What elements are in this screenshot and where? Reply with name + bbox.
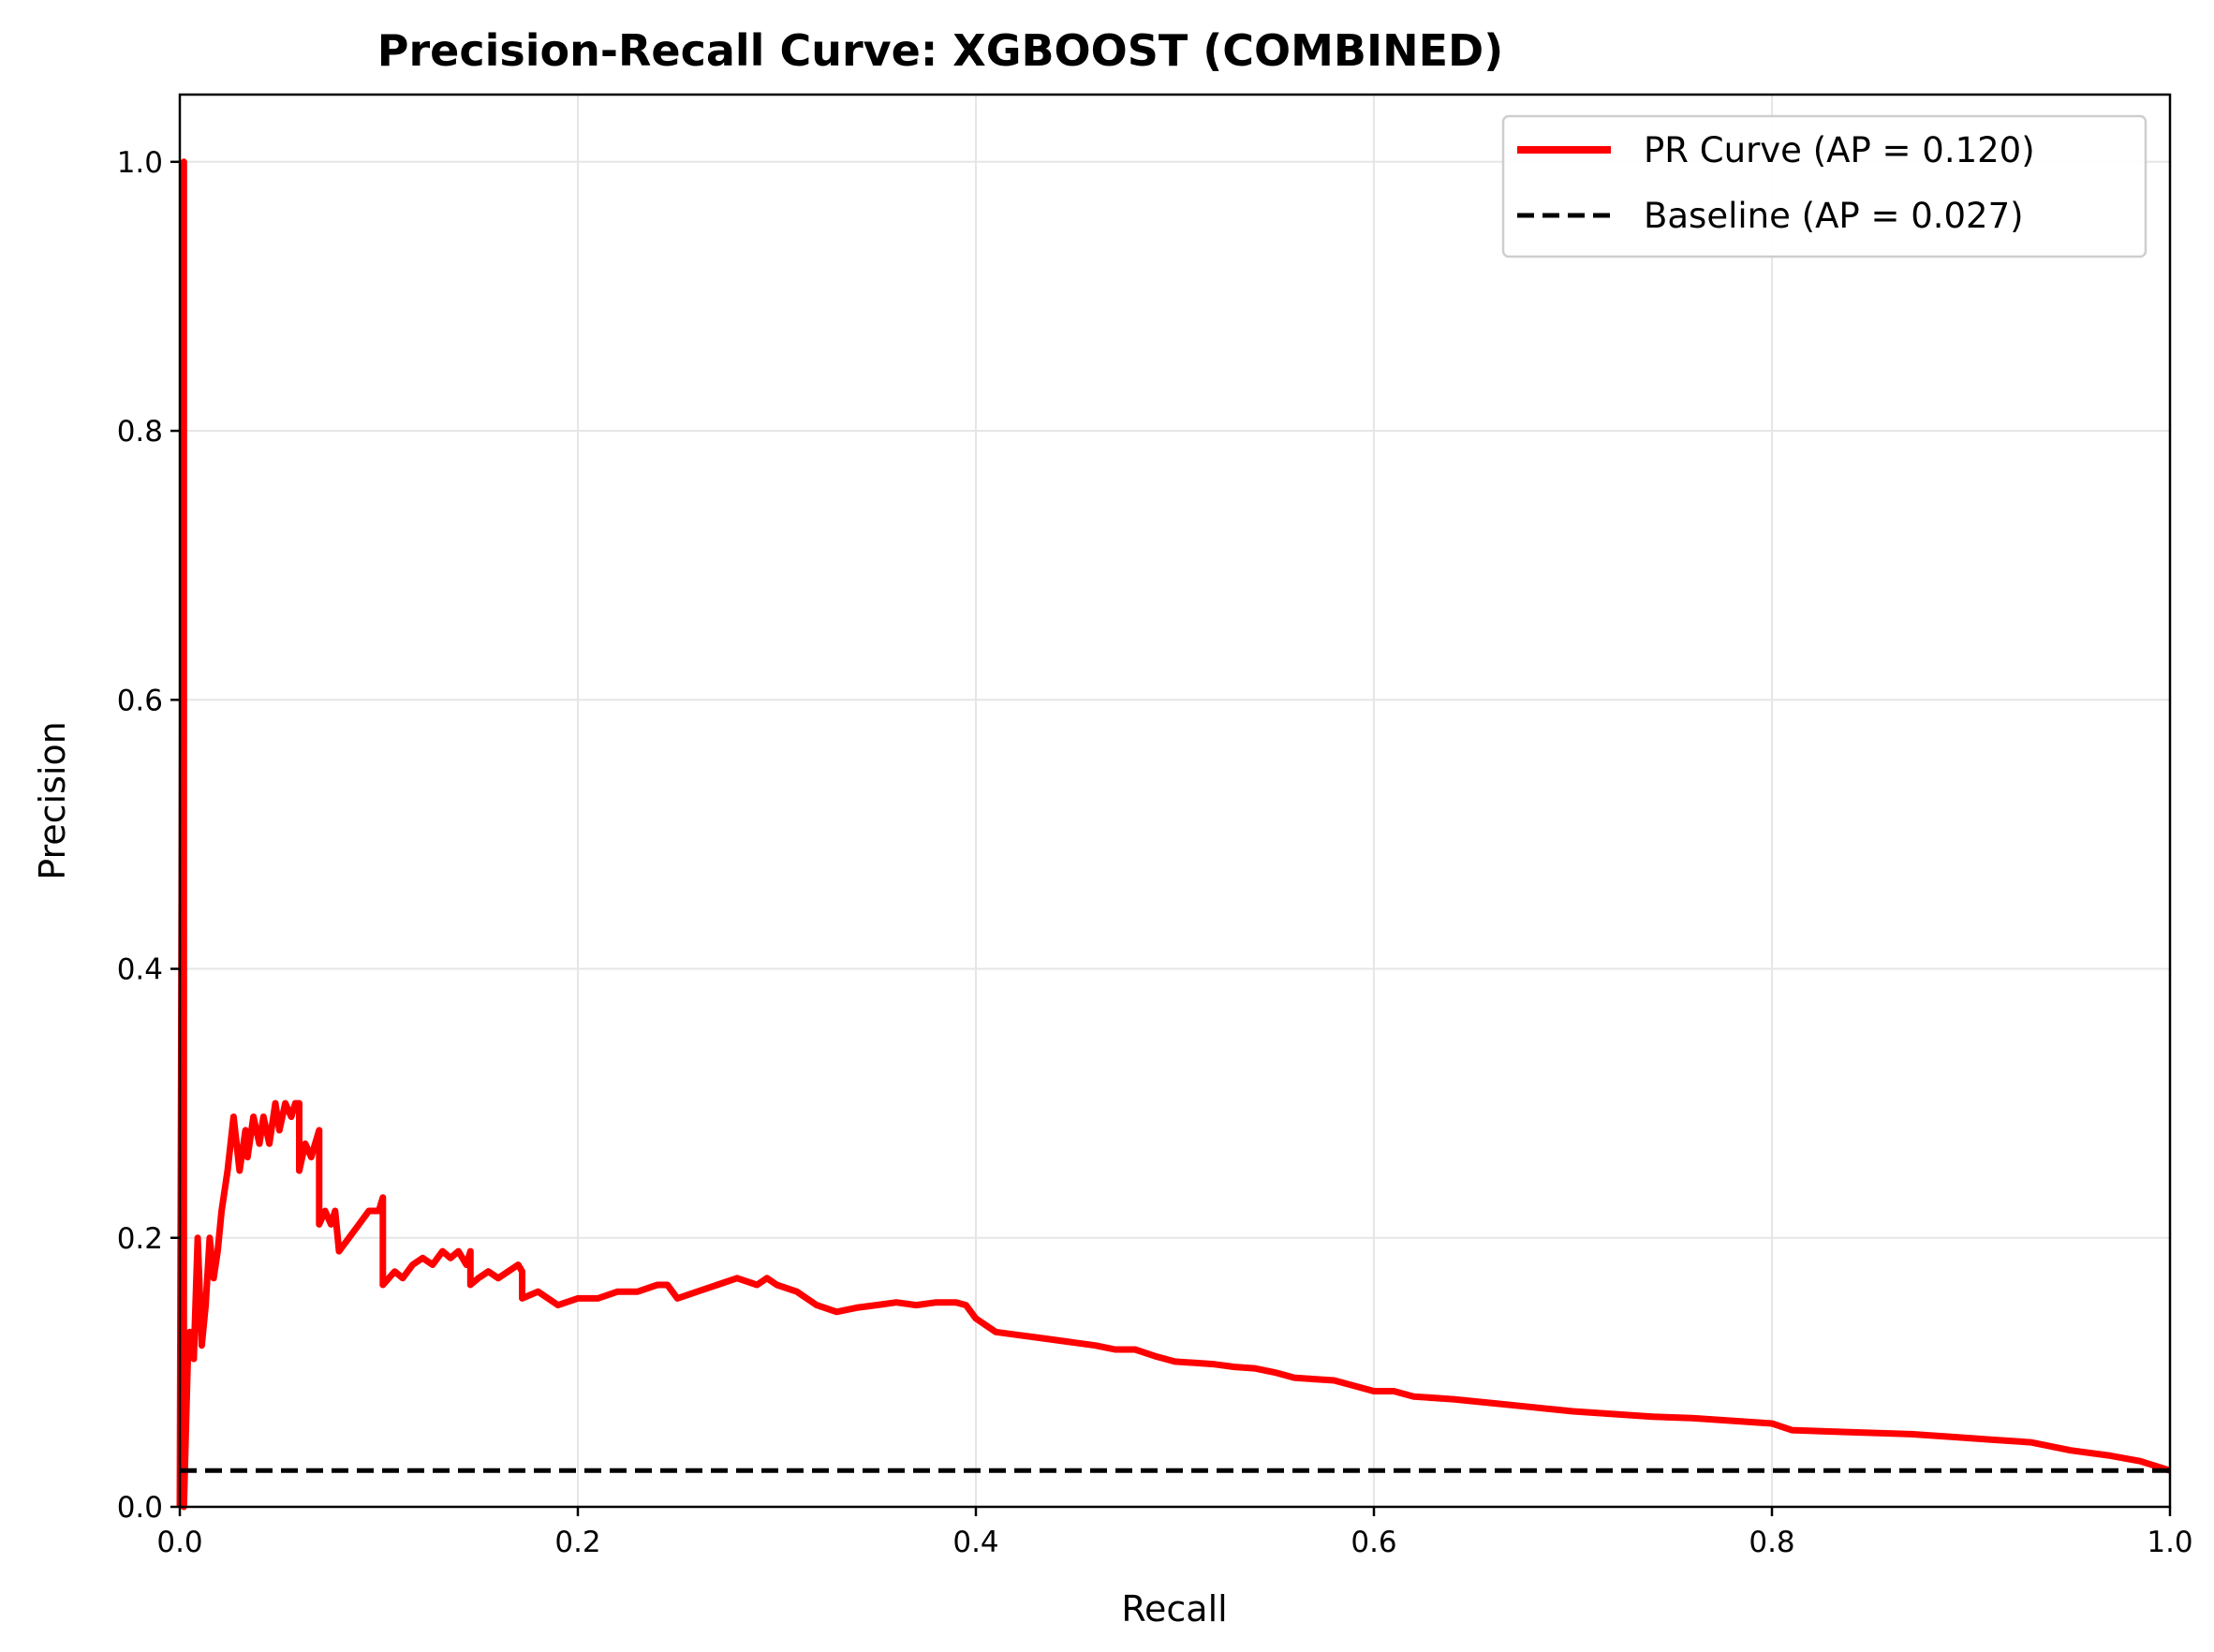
pr-curve-line — [176, 158, 2172, 1511]
plot-frame — [178, 93, 2172, 1509]
y-tick-label: 0.8 — [117, 415, 163, 449]
axis-ticks: 0.0 0.2 0.4 0.6 0.8 1.0 0.0 0.2 0.4 0.6 0.8 1.0 — [117, 146, 2193, 1559]
y-tick-label: 1.0 — [117, 146, 163, 180]
y-tick-label: 0.0 — [117, 1491, 163, 1525]
gridlines — [179, 95, 2171, 1508]
x-tick-label: 1.0 — [2147, 1526, 2192, 1559]
x-tick-label: 0.6 — [1351, 1526, 1396, 1559]
y-tick-label: 0.4 — [117, 953, 163, 987]
x-tick-label: 0.8 — [1749, 1526, 1794, 1559]
x-axis-label: Recall — [1121, 1588, 1227, 1630]
x-tick-label: 0.2 — [554, 1526, 600, 1559]
x-tick-label: 0.4 — [952, 1526, 998, 1559]
legend: PR Curve (AP = 0.120) Baseline (AP = 0.0… — [1501, 114, 2148, 258]
legend-label-pr-curve: PR Curve (AP = 0.120) — [1644, 130, 2035, 170]
y-tick-label: 0.2 — [117, 1222, 163, 1256]
chart-title: Precision-Recall Curve: XGBOOST (COMBINE… — [377, 25, 1503, 76]
legend-label-baseline: Baseline (AP = 0.027) — [1644, 196, 2024, 236]
x-tick-label: 0.0 — [156, 1526, 202, 1559]
plot-series — [176, 158, 2172, 1511]
y-axis-label: Precision — [32, 721, 73, 880]
legend-box — [1501, 114, 2148, 258]
y-tick-label: 0.6 — [117, 684, 163, 717]
